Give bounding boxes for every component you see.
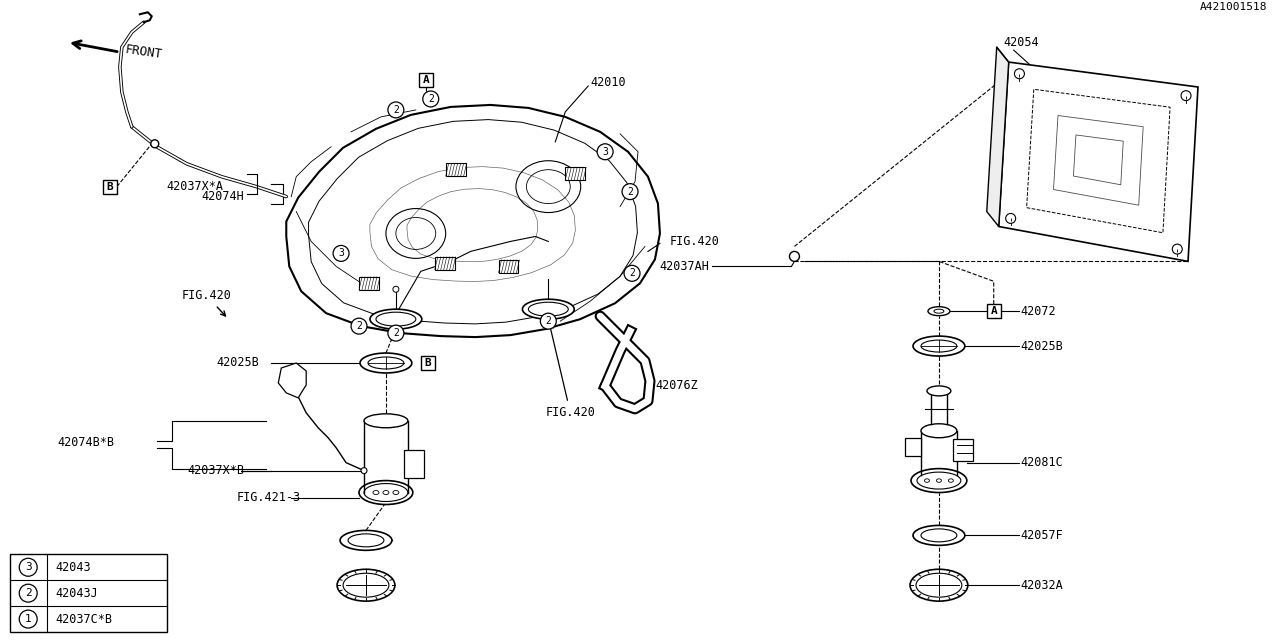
- Text: 42054: 42054: [1004, 36, 1039, 49]
- Text: 1: 1: [24, 614, 32, 624]
- Text: 42074H: 42074H: [201, 190, 244, 203]
- Ellipse shape: [922, 340, 957, 352]
- Text: 42074B*B: 42074B*B: [58, 436, 114, 449]
- Ellipse shape: [522, 300, 575, 319]
- Bar: [358, 277, 379, 290]
- Text: FIG.421-3: FIG.421-3: [237, 491, 301, 504]
- Ellipse shape: [928, 307, 950, 316]
- Circle shape: [361, 468, 367, 474]
- Text: 2: 2: [356, 321, 362, 331]
- Ellipse shape: [927, 386, 951, 396]
- Circle shape: [333, 245, 349, 261]
- Bar: [10, 554, 166, 632]
- Circle shape: [422, 91, 439, 107]
- Circle shape: [540, 313, 557, 329]
- Text: 3: 3: [24, 563, 32, 572]
- Ellipse shape: [913, 525, 965, 545]
- Text: 42010: 42010: [590, 76, 626, 88]
- Polygon shape: [987, 47, 1009, 227]
- Text: 42032A: 42032A: [1020, 579, 1064, 592]
- Text: FIG.420: FIG.420: [669, 235, 719, 248]
- Bar: [952, 439, 973, 461]
- Text: 42025B: 42025B: [1020, 340, 1064, 353]
- Bar: [987, 304, 1001, 318]
- Bar: [404, 450, 424, 477]
- Bar: [566, 167, 585, 180]
- Text: 42037X*A: 42037X*A: [166, 180, 224, 193]
- Bar: [102, 180, 116, 194]
- Text: 42057F: 42057F: [343, 534, 385, 547]
- Circle shape: [1172, 244, 1183, 254]
- Text: 2: 2: [628, 268, 635, 278]
- Text: 42037X*B: 42037X*B: [187, 464, 244, 477]
- Text: 2: 2: [545, 316, 552, 326]
- Bar: [498, 260, 518, 273]
- Circle shape: [1006, 213, 1015, 223]
- Circle shape: [151, 140, 159, 148]
- Bar: [421, 356, 435, 370]
- Bar: [435, 257, 454, 270]
- Text: 42037AH: 42037AH: [660, 260, 709, 273]
- Polygon shape: [278, 363, 306, 398]
- Text: FIG.420: FIG.420: [182, 289, 232, 316]
- Text: B: B: [106, 182, 114, 191]
- Text: 42032A: 42032A: [343, 579, 385, 592]
- Ellipse shape: [922, 529, 957, 542]
- Text: A421001518: A421001518: [1201, 3, 1267, 12]
- Ellipse shape: [370, 309, 422, 329]
- Ellipse shape: [376, 312, 416, 326]
- Circle shape: [351, 318, 367, 334]
- Circle shape: [1181, 91, 1190, 100]
- Ellipse shape: [367, 357, 404, 369]
- Text: 2: 2: [393, 105, 399, 115]
- Ellipse shape: [360, 353, 412, 373]
- Circle shape: [622, 184, 637, 200]
- Circle shape: [598, 144, 613, 160]
- Ellipse shape: [340, 531, 392, 550]
- Text: 42025B: 42025B: [216, 356, 260, 369]
- Circle shape: [388, 325, 404, 341]
- Ellipse shape: [934, 309, 943, 313]
- Text: 42057F: 42057F: [1020, 529, 1064, 542]
- Text: 42037C*B: 42037C*B: [55, 612, 113, 625]
- Circle shape: [790, 252, 800, 261]
- Bar: [445, 163, 466, 176]
- Ellipse shape: [913, 336, 965, 356]
- Circle shape: [1015, 68, 1024, 79]
- Text: 42076Z: 42076Z: [655, 380, 698, 392]
- Text: 2: 2: [24, 588, 32, 598]
- Ellipse shape: [529, 302, 568, 316]
- Ellipse shape: [364, 414, 408, 428]
- Circle shape: [625, 266, 640, 282]
- Bar: [905, 438, 922, 456]
- Text: A: A: [422, 75, 429, 85]
- Text: 2: 2: [428, 94, 434, 104]
- Circle shape: [393, 286, 399, 292]
- Ellipse shape: [348, 534, 384, 547]
- Text: 2: 2: [627, 187, 634, 196]
- Text: 3: 3: [602, 147, 608, 157]
- Ellipse shape: [910, 569, 968, 601]
- Polygon shape: [998, 62, 1198, 261]
- Bar: [419, 73, 433, 87]
- Ellipse shape: [337, 569, 396, 601]
- Ellipse shape: [911, 468, 966, 493]
- Text: 3: 3: [338, 248, 344, 259]
- Text: 42081C: 42081C: [1020, 456, 1064, 469]
- Text: A: A: [991, 306, 997, 316]
- Text: B: B: [425, 358, 431, 368]
- Circle shape: [388, 102, 404, 118]
- Ellipse shape: [922, 424, 957, 438]
- Ellipse shape: [358, 481, 413, 504]
- PathPatch shape: [287, 105, 660, 337]
- Text: 42043J: 42043J: [55, 587, 97, 600]
- Text: 42043: 42043: [55, 561, 91, 574]
- Text: 42072: 42072: [1020, 305, 1056, 317]
- Text: FRONT: FRONT: [124, 43, 163, 61]
- Text: 2: 2: [393, 328, 399, 338]
- Text: FIG.420: FIG.420: [545, 323, 595, 419]
